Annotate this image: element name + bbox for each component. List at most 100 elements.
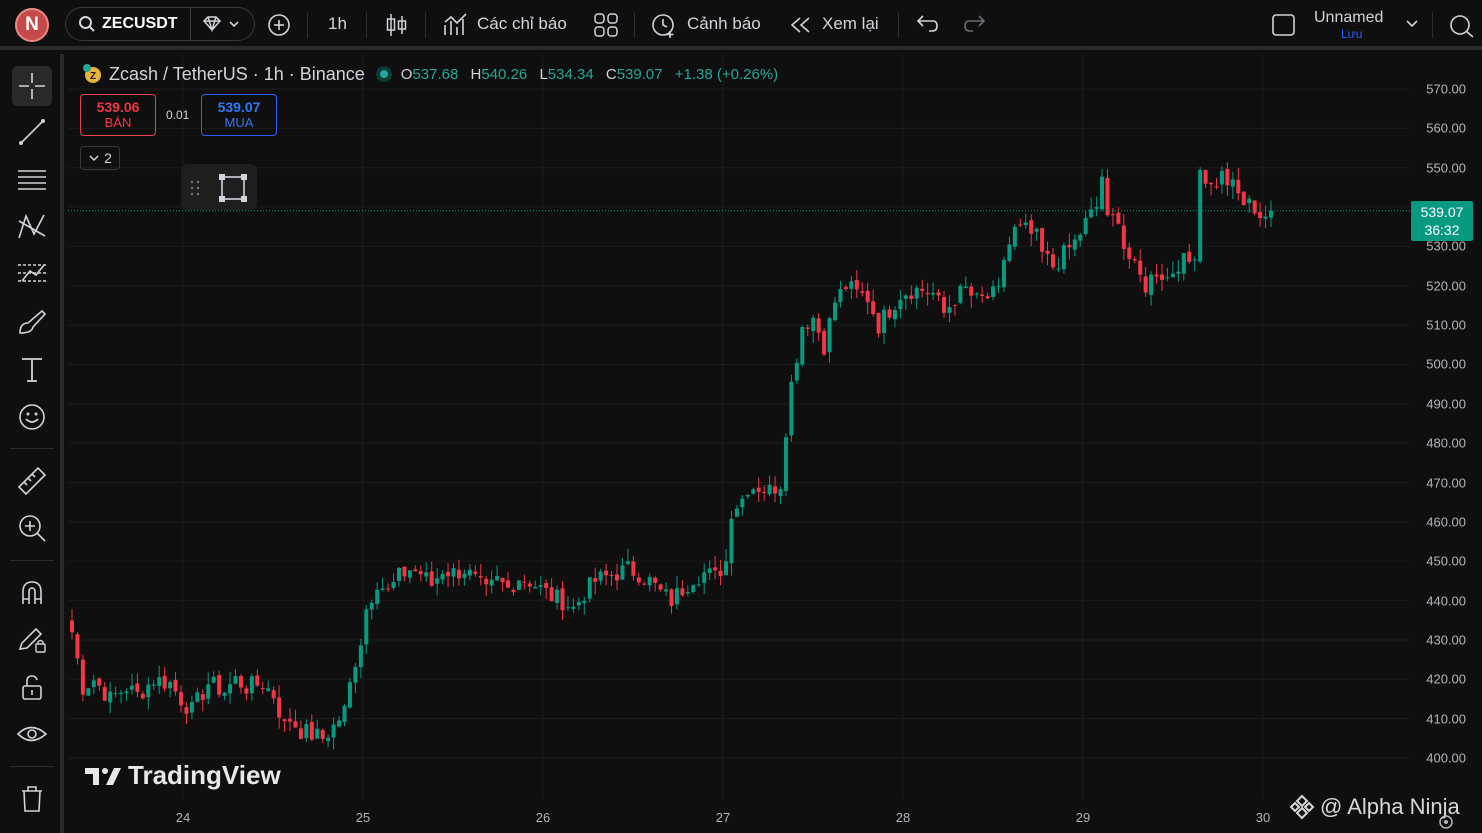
candle-body <box>854 279 859 290</box>
replay-icon[interactable] <box>788 15 814 35</box>
add-symbol-icon[interactable] <box>266 12 292 38</box>
user-avatar[interactable]: N <box>15 8 49 42</box>
visibility-tool[interactable] <box>12 714 52 754</box>
zcash-coin-icon: Z <box>83 64 101 83</box>
candle-body <box>495 576 500 581</box>
candle-body <box>500 577 505 583</box>
top-toolbar: N ZECUSDT 1h Các chỉ báo Cảnh báo Xem lạ… <box>0 0 1482 50</box>
candle-body <box>440 573 445 580</box>
candle-body <box>702 572 707 584</box>
indicators-button[interactable]: Các chỉ báo <box>477 14 567 33</box>
layout-name[interactable]: Unnamed <box>1314 9 1384 26</box>
price-tick-label: 510.00 <box>1426 317 1466 333</box>
candle-body <box>931 292 936 295</box>
alerts-button[interactable]: Cảnh báo <box>687 14 761 33</box>
candle-body <box>358 645 363 667</box>
pattern-tool[interactable] <box>12 207 52 247</box>
candle-body <box>811 317 816 332</box>
sell-button[interactable]: 539.06 BÁN <box>80 94 156 136</box>
candle-body <box>1072 239 1077 250</box>
candle-body <box>1247 198 1252 204</box>
magnet-tool[interactable] <box>12 573 52 613</box>
forecast-tool[interactable] <box>12 254 52 294</box>
candle-body <box>1198 169 1203 262</box>
buy-button[interactable]: 539.07 MUA <box>201 94 277 136</box>
candle-body <box>576 601 581 606</box>
redo-icon[interactable] <box>963 13 987 35</box>
interval-button[interactable]: 1h <box>328 14 347 33</box>
collapse-legend-button[interactable]: 2 <box>80 146 120 170</box>
crosshair-tool[interactable] <box>12 66 52 106</box>
alert-clock-icon[interactable] <box>650 11 678 39</box>
emoji-tool[interactable] <box>12 397 52 437</box>
brush-tool[interactable] <box>12 302 52 342</box>
candle-body <box>1012 226 1017 247</box>
candle-body <box>249 676 254 694</box>
fib-tool[interactable] <box>12 160 52 200</box>
settings-gear-icon[interactable] <box>1436 812 1456 832</box>
candle-body <box>189 702 194 713</box>
candle-body <box>244 688 249 694</box>
candle-body <box>762 491 767 493</box>
candle-body <box>1001 259 1006 288</box>
candle-body <box>140 693 145 699</box>
rectangle-select-icon[interactable] <box>217 172 249 204</box>
candle-body <box>980 294 985 297</box>
tradingview-logo[interactable]: TradingView <box>84 760 281 791</box>
indicators-icon[interactable] <box>442 11 470 39</box>
candle-body <box>729 518 734 564</box>
candle-body <box>609 574 614 576</box>
candle-body <box>1230 179 1235 187</box>
candle-body <box>625 561 630 564</box>
delete-tool[interactable] <box>12 779 52 819</box>
trend-line-tool[interactable] <box>12 112 52 152</box>
candle-body <box>102 687 107 701</box>
symbol-search-box[interactable] <box>65 7 255 41</box>
candle-body <box>277 697 282 718</box>
price-chart[interactable] <box>68 54 1410 798</box>
lock-tool[interactable] <box>12 667 52 707</box>
candle-body <box>794 362 799 381</box>
price-axis[interactable]: 570.00560.00550.00540.00530.00520.00510.… <box>1410 54 1482 833</box>
candle-body <box>113 693 118 695</box>
candle-body <box>538 585 543 587</box>
zoom-tool[interactable] <box>12 508 52 548</box>
candle-body <box>80 659 85 695</box>
price-tick-label: 500.00 <box>1426 356 1466 372</box>
ohlc-values: O537.68 H540.26 L534.34 C539.07 +1.38 (+… <box>400 65 779 83</box>
text-tool[interactable] <box>12 349 52 389</box>
quick-search-icon[interactable] <box>1447 12 1477 38</box>
candle-body <box>1252 200 1257 214</box>
candle-body <box>658 584 663 590</box>
save-link[interactable]: Lưu <box>1341 27 1363 41</box>
replay-button[interactable]: Xem lại <box>822 14 879 33</box>
undo-icon[interactable] <box>915 13 939 35</box>
candle-body <box>571 606 576 609</box>
pattern-icon <box>18 213 46 239</box>
measure-tool[interactable] <box>12 461 52 501</box>
price-tick-label: 490.00 <box>1426 396 1466 412</box>
candle-body <box>669 589 674 606</box>
drawing-mode-tool[interactable] <box>12 620 52 660</box>
candle-body <box>1083 217 1088 235</box>
drag-handle-icon[interactable] <box>189 179 201 197</box>
layouts-grid-icon[interactable] <box>593 12 619 38</box>
symbol-title[interactable]: Zcash / TetherUS · 1h · Binance <box>109 63 365 84</box>
candle-body <box>843 286 848 289</box>
time-tick-label: 25 <box>355 810 371 825</box>
drawing-toolbar <box>0 54 64 833</box>
layout-checkbox-icon[interactable] <box>1271 13 1297 37</box>
candle-body <box>849 281 854 289</box>
compare-diamond-icon[interactable] <box>201 15 247 33</box>
candle-body <box>805 327 810 329</box>
candle-body <box>195 692 200 702</box>
candle-body <box>304 724 309 739</box>
crosshair-icon <box>19 73 45 99</box>
candle-style-icon[interactable] <box>384 11 410 39</box>
last-price-label: 539.07 36:32 <box>1411 200 1473 241</box>
candle-body <box>1143 276 1148 293</box>
candle-body <box>282 719 287 722</box>
chevron-down-icon[interactable] <box>1405 17 1419 31</box>
candle-body <box>615 574 619 581</box>
symbol-name[interactable]: ZECUSDT <box>102 15 178 32</box>
